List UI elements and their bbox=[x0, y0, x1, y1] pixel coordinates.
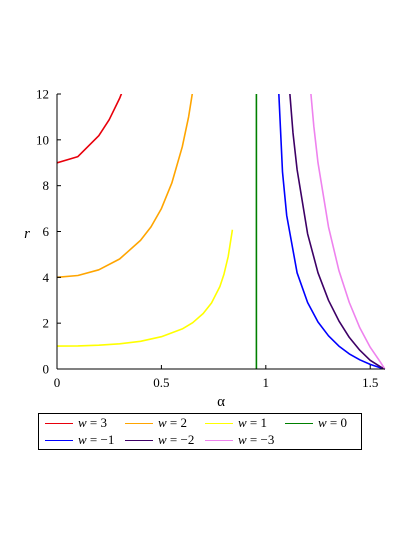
legend-label: w = 2 bbox=[158, 415, 188, 430]
y-tick-label: 12 bbox=[36, 87, 49, 102]
x-tick-label: 1.5 bbox=[362, 375, 378, 390]
series-line-0 bbox=[57, 94, 123, 164]
y-tick-label: 4 bbox=[43, 270, 50, 285]
series-line-1 bbox=[57, 94, 194, 279]
legend-item: w = 0 bbox=[285, 415, 347, 431]
x-tick-label: 0 bbox=[54, 375, 61, 390]
x-tick-label: 1 bbox=[263, 375, 270, 390]
y-ticks: 0 2 4 6 8 10 12 bbox=[36, 87, 61, 377]
legend-label: w = −1 bbox=[78, 432, 115, 447]
legend-item: w = 1 bbox=[205, 415, 267, 431]
legend-label: w = −3 bbox=[238, 432, 275, 447]
y-tick-label: 2 bbox=[43, 316, 50, 331]
series-line-2 bbox=[57, 229, 234, 347]
x-tick-label: 0.5 bbox=[153, 375, 169, 390]
legend-swatch bbox=[45, 439, 73, 441]
legend-label: w = −2 bbox=[158, 432, 195, 447]
x-axis-label: α bbox=[217, 394, 225, 410]
y-tick-label: 10 bbox=[36, 132, 49, 147]
legend-item: w = −1 bbox=[45, 432, 114, 448]
legend-label: w = 0 bbox=[318, 415, 348, 430]
y-axis-label: r bbox=[24, 226, 30, 242]
legend-item: w = 2 bbox=[125, 415, 187, 431]
y-tick-label: 6 bbox=[43, 224, 50, 239]
legend-swatch bbox=[125, 439, 153, 441]
legend-swatch bbox=[205, 422, 233, 424]
legend-label: w = 3 bbox=[78, 415, 108, 430]
series-line-5 bbox=[289, 94, 386, 370]
legend-item: w = −2 bbox=[125, 432, 194, 448]
plot-lines bbox=[57, 94, 386, 370]
legend-item: w = 3 bbox=[45, 415, 107, 431]
x-ticks: 0 0.5 1 1.5 bbox=[54, 365, 378, 390]
legend-swatch bbox=[45, 422, 73, 424]
legend-swatch bbox=[125, 422, 153, 424]
legend-item: w = −3 bbox=[205, 432, 274, 448]
series-line-4 bbox=[278, 94, 386, 370]
legend-label: w = 1 bbox=[238, 415, 268, 430]
series-line-6 bbox=[310, 94, 386, 370]
legend: w = 3 w = 2 w = 1 w = 0 w = −1 w = −2 w = −3 bbox=[38, 413, 362, 450]
legend-swatch bbox=[285, 422, 313, 424]
y-tick-label: 8 bbox=[43, 178, 50, 193]
y-tick-label: 0 bbox=[43, 362, 50, 377]
legend-swatch bbox=[205, 439, 233, 441]
